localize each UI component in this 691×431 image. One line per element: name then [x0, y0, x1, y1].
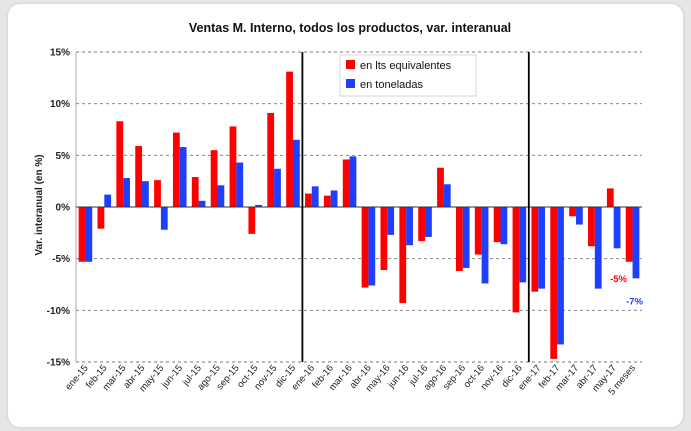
- bar-toneladas-8: [236, 162, 244, 207]
- legend-box: [339, 54, 477, 97]
- axes: [75, 52, 642, 362]
- bar-toneladas-17: [406, 207, 413, 246]
- bar-lts-20: [455, 207, 463, 272]
- bar-lts-17: [399, 207, 407, 304]
- bars-group: [78, 71, 640, 359]
- bar-toneladas-3: [142, 181, 149, 207]
- data-label-1: -7%: [626, 296, 643, 307]
- bar-toneladas-26: [575, 207, 583, 225]
- bar-lts-7: [210, 150, 218, 207]
- bar-toneladas-0: [85, 207, 93, 262]
- annotations: -5% -7%: [610, 274, 643, 308]
- bar-lts-18: [418, 207, 426, 242]
- y-tick-label-6: 15%: [50, 48, 70, 59]
- y-tick-label-4: 5%: [56, 151, 71, 162]
- y-tick-label-3: 0%: [56, 203, 71, 214]
- bar-toneladas-20: [462, 207, 470, 268]
- y-ticks: -15% -10% -5% 0% 5% 10% 15%: [47, 48, 70, 369]
- y-tick-label-5: 10%: [50, 99, 70, 110]
- bar-toneladas-22: [500, 207, 508, 245]
- bar-lts-13: [323, 195, 331, 207]
- bar-toneladas-1: [104, 194, 112, 207]
- bar-toneladas-13: [330, 190, 338, 207]
- bar-toneladas-29: [632, 207, 640, 279]
- y-tick-label-1: -10%: [47, 306, 70, 317]
- bar-lts-19: [437, 167, 444, 207]
- bar-toneladas-11: [292, 139, 300, 207]
- bar-toneladas-23: [519, 207, 527, 283]
- bar-lts-5: [172, 132, 180, 207]
- bar-toneladas-4: [160, 207, 168, 230]
- bar-toneladas-27: [594, 207, 602, 289]
- bar-toneladas-19: [443, 184, 451, 207]
- bar-lts-8: [229, 126, 237, 207]
- bar-lts-22: [493, 207, 501, 243]
- bar-lts-14: [342, 159, 350, 207]
- bar-lts-28: [606, 188, 614, 207]
- bar-lts-27: [588, 207, 595, 247]
- y-axis-label: Var. interanual (en %): [34, 154, 45, 255]
- y-tick-label-0: -15%: [47, 358, 70, 369]
- bar-lts-6: [191, 177, 199, 207]
- x-tick-label-5: jun-15: [159, 363, 185, 391]
- legend-label-toneladas: en toneladas: [360, 79, 423, 91]
- data-label-0: -5%: [610, 274, 627, 285]
- chart-title: Ventas M. Interno, todos los productos, …: [189, 21, 511, 35]
- bar-lts-0: [78, 207, 86, 262]
- bar-toneladas-14: [349, 156, 357, 207]
- bar-lts-25: [550, 207, 558, 359]
- bar-toneladas-28: [613, 207, 621, 249]
- grid-lines: [76, 51, 642, 363]
- bar-toneladas-6: [198, 200, 206, 207]
- bar-lts-26: [569, 207, 576, 217]
- bar-toneladas-2: [123, 178, 130, 207]
- bar-lts-16: [380, 207, 388, 271]
- bar-lts-4: [154, 180, 161, 207]
- bar-toneladas-25: [557, 207, 564, 345]
- y-tick-label-2: -5%: [52, 254, 70, 265]
- legend-swatch-toneladas: [346, 79, 355, 88]
- bar-lts-1: [97, 207, 105, 229]
- bar-lts-23: [512, 207, 520, 313]
- bar-toneladas-21: [481, 207, 489, 284]
- bar-lts-10: [267, 112, 275, 207]
- bar-lts-11: [286, 71, 293, 207]
- bar-toneladas-18: [425, 207, 432, 237]
- bar-toneladas-12: [311, 186, 319, 207]
- legend: en lts equivalentes en toneladas: [339, 54, 477, 97]
- bar-toneladas-10: [274, 168, 281, 207]
- legend-label-lts: en lts equivalentes: [360, 60, 452, 72]
- bar-lts-24: [531, 207, 539, 292]
- bar-lts-9: [248, 207, 256, 234]
- bar-toneladas-7: [217, 185, 225, 207]
- bar-lts-21: [474, 207, 482, 255]
- bar-toneladas-24: [538, 207, 546, 289]
- bar-toneladas-5: [179, 147, 187, 207]
- bar-lts-15: [361, 207, 369, 288]
- x-ticks: ene-15feb-15mar-15abr-15may-15jun-15jul-…: [63, 363, 638, 398]
- bar-lts-2: [116, 121, 124, 207]
- bar-lts-12: [305, 193, 312, 207]
- bar-toneladas-9: [255, 204, 263, 207]
- legend-swatch-lts: [346, 60, 355, 69]
- bar-toneladas-15: [368, 207, 376, 286]
- bar-toneladas-16: [387, 207, 395, 235]
- bar-lts-29: [625, 207, 633, 262]
- x-tick-label-17: jun-16: [385, 363, 411, 391]
- bar-lts-3: [135, 146, 143, 207]
